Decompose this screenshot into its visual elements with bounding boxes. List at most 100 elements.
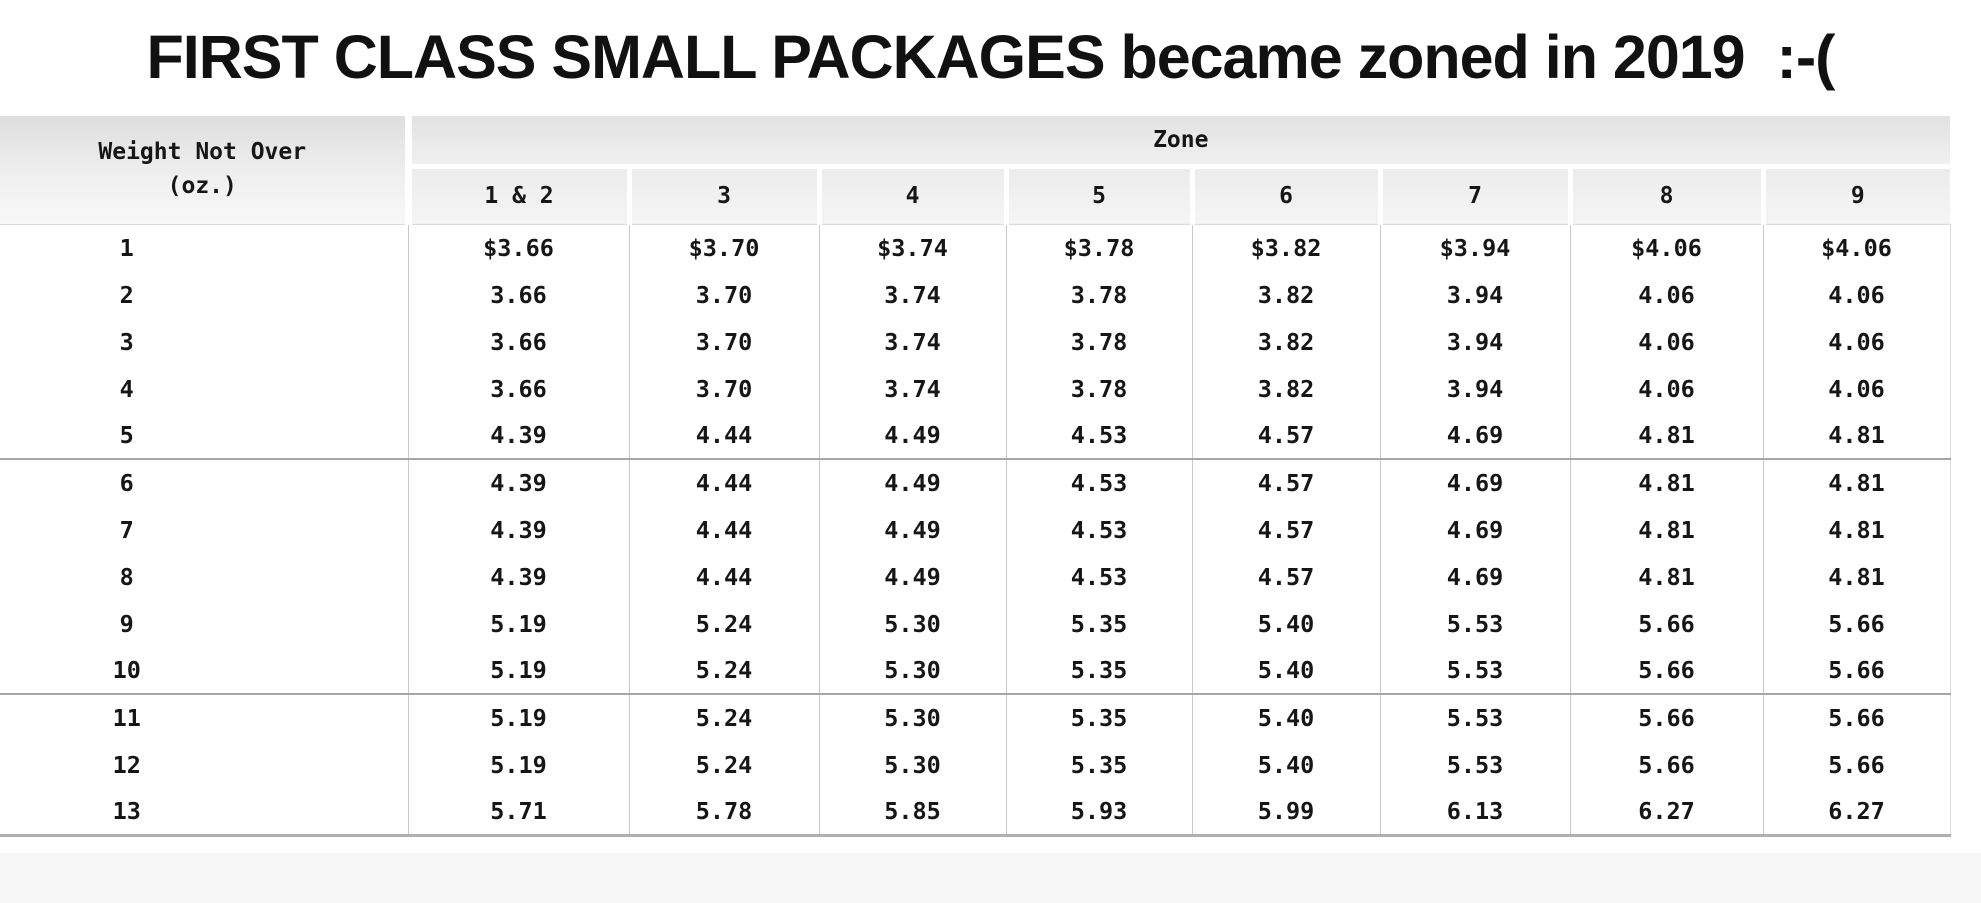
price-cell: 5.19 — [407, 694, 629, 741]
price-cell: 4.57 — [1191, 459, 1380, 506]
price-cell: 3.94 — [1379, 365, 1570, 412]
price-cell: 5.24 — [628, 600, 819, 647]
zone-subheader-row: 1 & 2 3 4 5 6 7 8 9 — [0, 166, 1951, 225]
price-cell: $3.94 — [1379, 224, 1570, 271]
zone-column-header: 1 & 2 — [405, 166, 629, 225]
price-cell: 4.81 — [1762, 506, 1951, 553]
table-row: 12 5.19 5.24 5.30 5.35 5.40 5.53 5.66 5.66 — [0, 741, 1951, 788]
weight-cell: 9 — [0, 600, 408, 647]
price-cell: 4.69 — [1379, 553, 1570, 600]
zone-column-header: 3 — [626, 166, 819, 225]
price-cell: 4.06 — [1762, 318, 1951, 365]
table-row: 3 3.66 3.70 3.74 3.78 3.82 3.94 4.06 4.06 — [0, 318, 1951, 365]
price-cell: 3.66 — [407, 318, 629, 365]
price-cell: 3.94 — [1379, 318, 1570, 365]
price-cell: 5.53 — [1379, 600, 1570, 647]
price-cell: 4.39 — [407, 506, 629, 553]
price-cell: 5.53 — [1379, 741, 1570, 788]
weight-header-cell: Weight Not Over (oz.) — [0, 116, 412, 225]
price-cell: 5.40 — [1191, 741, 1380, 788]
price-cell: 3.74 — [818, 318, 1006, 365]
price-cell: $3.82 — [1191, 224, 1380, 271]
price-cell: 4.49 — [818, 506, 1006, 553]
price-cell: 5.78 — [628, 788, 819, 837]
price-cell: 5.19 — [407, 600, 629, 647]
weight-cell: 1 — [0, 224, 408, 271]
price-cell: 5.53 — [1379, 694, 1570, 741]
weight-cell: 6 — [0, 459, 408, 506]
price-cell: 5.66 — [1762, 600, 1951, 647]
weight-cell: 3 — [0, 318, 408, 365]
zone-column-header: 4 — [816, 166, 1006, 225]
weight-cell: 12 — [0, 741, 408, 788]
table-row: 2 3.66 3.70 3.74 3.78 3.82 3.94 4.06 4.06 — [0, 271, 1951, 318]
weight-header-line1: Weight Not Over — [98, 139, 307, 166]
price-cell: 4.81 — [1762, 459, 1951, 506]
page-title: FIRST CLASS SMALL PACKAGES became zoned … — [146, 23, 1836, 91]
price-cell: 5.35 — [1005, 694, 1192, 741]
price-cell: $3.70 — [628, 224, 819, 271]
weight-cell: 2 — [0, 271, 408, 318]
price-cell: 4.69 — [1379, 506, 1570, 553]
price-cell: 6.27 — [1762, 788, 1951, 837]
price-cell: 5.19 — [407, 647, 629, 695]
price-cell: 5.66 — [1762, 647, 1951, 695]
price-cell: 4.06 — [1569, 271, 1763, 318]
price-cell: 4.06 — [1762, 365, 1951, 412]
table-row: 8 4.39 4.44 4.49 4.53 4.57 4.69 4.81 4.81 — [0, 553, 1951, 600]
weight-header-line2: (oz.) — [167, 172, 237, 199]
price-cell: 3.82 — [1191, 365, 1380, 412]
price-cell: 3.78 — [1005, 318, 1192, 365]
price-cell: 5.66 — [1569, 647, 1763, 695]
price-cell: 4.81 — [1569, 412, 1763, 460]
price-cell: 6.27 — [1569, 788, 1763, 837]
price-cell: 3.74 — [818, 271, 1006, 318]
price-cell: 5.35 — [1005, 741, 1192, 788]
price-cell: 4.81 — [1569, 506, 1763, 553]
price-cell: 4.53 — [1005, 412, 1192, 460]
price-cell: 4.06 — [1569, 365, 1763, 412]
price-cell: 4.53 — [1005, 459, 1192, 506]
price-cell: 5.40 — [1191, 694, 1380, 741]
price-cell: 4.44 — [628, 506, 819, 553]
price-cell: 5.24 — [628, 741, 819, 788]
price-cell: 5.66 — [1762, 694, 1951, 741]
price-cell: 4.06 — [1762, 271, 1951, 318]
weight-cell: 11 — [0, 694, 408, 741]
price-cell: 4.81 — [1762, 412, 1951, 460]
zone-header-row: Weight Not Over (oz.) Zone — [0, 116, 1951, 225]
price-cell: 4.49 — [818, 459, 1006, 506]
price-cell: 6.13 — [1379, 788, 1570, 837]
price-cell: $4.06 — [1762, 224, 1951, 271]
price-cell: 4.49 — [818, 553, 1006, 600]
price-cell: 5.30 — [818, 694, 1006, 741]
price-cell: 3.82 — [1191, 318, 1380, 365]
price-cell: 4.81 — [1762, 553, 1951, 600]
weight-cell: 8 — [0, 553, 408, 600]
zone-header-cell: Zone — [408, 116, 1951, 169]
table-row: 9 5.19 5.24 5.30 5.35 5.40 5.53 5.66 5.66 — [0, 600, 1951, 647]
zone-column-header: 5 — [1003, 166, 1192, 225]
price-cell: 5.35 — [1005, 647, 1192, 695]
zone-column-header: 9 — [1760, 166, 1951, 225]
price-cell: $3.74 — [818, 224, 1006, 271]
price-cell: 5.40 — [1191, 647, 1380, 695]
price-cell: 5.66 — [1569, 741, 1763, 788]
price-cell: 4.06 — [1569, 318, 1763, 365]
price-cell: 5.19 — [407, 741, 629, 788]
price-cell: 4.49 — [818, 412, 1006, 460]
table-row: 10 5.19 5.24 5.30 5.35 5.40 5.53 5.66 5.66 — [0, 647, 1951, 695]
price-cell: 5.30 — [818, 647, 1006, 695]
price-cell: 4.53 — [1005, 506, 1192, 553]
price-cell: 4.57 — [1191, 553, 1380, 600]
table-row: 1 $3.66 $3.70 $3.74 $3.78 $3.82 $3.94 $4.06 $4.0… — [0, 224, 1951, 271]
price-cell: 3.66 — [407, 365, 629, 412]
price-cell: 5.24 — [628, 647, 819, 695]
table-row: 13 5.71 5.78 5.85 5.93 5.99 6.13 6.27 6.27 — [0, 788, 1951, 837]
price-cell: 5.71 — [407, 788, 629, 837]
price-cell: 4.69 — [1379, 412, 1570, 460]
price-cell: 4.39 — [407, 553, 629, 600]
price-cell: 5.66 — [1762, 741, 1951, 788]
price-cell: 4.39 — [407, 412, 629, 460]
